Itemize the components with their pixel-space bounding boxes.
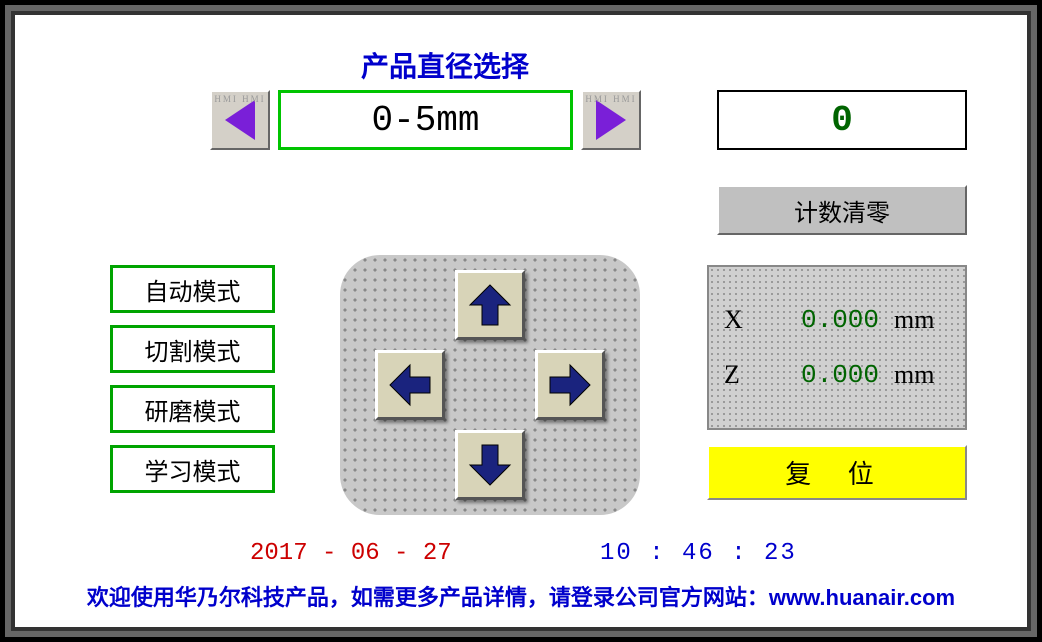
prev-diameter-button[interactable]: HMI HMI <box>210 90 270 150</box>
next-diameter-button[interactable]: HMI HMI <box>581 90 641 150</box>
x-value: 0.000 <box>769 305 879 335</box>
z-coord-row: Z 0.000 mm <box>724 360 950 390</box>
hmi-watermark: HMI HMI <box>583 94 639 104</box>
mode-button-group: 自动模式 切割模式 研磨模式 学习模式 <box>110 265 275 493</box>
x-label: X <box>724 305 754 335</box>
counter-display: 0 <box>717 90 967 150</box>
page-title: 产品直径选择 <box>295 45 595 85</box>
learn-mode-button[interactable]: 学习模式 <box>110 445 275 493</box>
arrow-left-icon <box>385 360 435 410</box>
z-value: 0.000 <box>769 360 879 390</box>
cut-mode-button[interactable]: 切割模式 <box>110 325 275 373</box>
triangle-left-icon <box>225 100 255 140</box>
jog-up-button[interactable] <box>455 270 525 340</box>
hmi-watermark: HMI HMI <box>212 94 268 104</box>
reset-button[interactable]: 复 位 <box>707 445 967 500</box>
clear-counter-button[interactable]: 计数清零 <box>717 185 967 235</box>
date-display: 2017 - 06 - 27 <box>250 540 452 567</box>
x-coord-row: X 0.000 mm <box>724 305 950 335</box>
x-unit: mm <box>894 305 934 335</box>
time-display: 10 : 46 : 23 <box>600 540 797 567</box>
jog-right-button[interactable] <box>535 350 605 420</box>
triangle-right-icon <box>596 100 626 140</box>
coordinate-panel: X 0.000 mm Z 0.000 mm <box>707 265 967 430</box>
arrow-right-icon <box>545 360 595 410</box>
diameter-selector: HMI HMI 0-5mm HMI HMI <box>210 90 641 150</box>
footer-text: 欢迎使用华乃尔科技产品，如需更多产品详情，请登录公司官方网站：www.huana… <box>15 580 1027 612</box>
outer-frame: 产品直径选择 HMI HMI 0-5mm HMI HMI 0 计数清零 自动模式… <box>0 0 1042 642</box>
z-unit: mm <box>894 360 934 390</box>
diameter-value-display: 0-5mm <box>278 90 573 150</box>
z-label: Z <box>724 360 754 390</box>
jog-left-button[interactable] <box>375 350 445 420</box>
arrow-down-icon <box>465 440 515 490</box>
jog-dpad <box>340 255 640 515</box>
arrow-up-icon <box>465 280 515 330</box>
hmi-screen: 产品直径选择 HMI HMI 0-5mm HMI HMI 0 计数清零 自动模式… <box>11 11 1031 631</box>
grind-mode-button[interactable]: 研磨模式 <box>110 385 275 433</box>
auto-mode-button[interactable]: 自动模式 <box>110 265 275 313</box>
jog-down-button[interactable] <box>455 430 525 500</box>
